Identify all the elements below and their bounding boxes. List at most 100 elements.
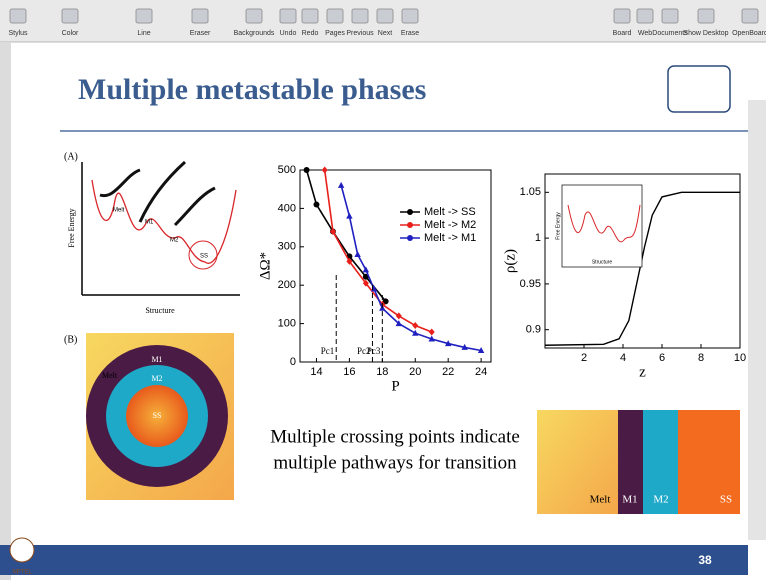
y-tick-label: 300 xyxy=(278,241,296,253)
page: {"toolbar": {"left": ["Stylus", "Color",… xyxy=(0,0,766,580)
button-icon xyxy=(302,9,318,23)
button-icon xyxy=(62,9,78,23)
toolbar-button[interactable]: Next xyxy=(377,9,393,37)
nptel-logo xyxy=(10,538,34,562)
button-label: Color xyxy=(62,30,79,37)
toolbar-button[interactable]: Redo xyxy=(302,9,319,37)
button-icon xyxy=(402,9,418,23)
crossing-label: Pc1 xyxy=(321,346,335,356)
y-tick-label: 0 xyxy=(290,356,296,368)
button-label: Show Desktop xyxy=(683,30,728,37)
marker xyxy=(396,312,402,319)
marker xyxy=(313,202,319,208)
phase-label: Melt xyxy=(590,494,611,506)
button-label: Next xyxy=(378,30,392,37)
y-tick-label: 0.9 xyxy=(526,324,541,336)
caption: multiple pathways for transition xyxy=(273,452,517,473)
slide-title: Multiple metastable phases xyxy=(78,73,426,106)
phase-label: M2 xyxy=(653,494,668,506)
phase-label: M2 xyxy=(151,374,162,383)
button-icon xyxy=(192,9,208,23)
legend-label: Melt -> M2 xyxy=(424,219,476,231)
phase-bar: Melt M1 M2 SS xyxy=(537,410,740,514)
toolbar-button[interactable]: Undo xyxy=(280,9,297,37)
button-label: Previous xyxy=(346,30,374,37)
toolbar-button[interactable]: Board xyxy=(613,9,632,37)
button-icon xyxy=(662,9,678,23)
marker xyxy=(322,167,328,174)
minimum-label: M1 xyxy=(145,220,154,226)
phase-label: M1 xyxy=(622,494,637,506)
minimum-label: SS xyxy=(200,254,208,260)
toolbar-button[interactable]: Stylus xyxy=(8,9,28,37)
button-label: Eraser xyxy=(190,30,211,37)
legend-label: Melt -> M1 xyxy=(424,232,476,244)
x-tick-label: 10 xyxy=(734,352,746,364)
figure-b-label: (B) xyxy=(64,334,77,345)
phase-label: SS xyxy=(153,411,162,420)
toolbar-button[interactable]: Web xyxy=(637,9,653,37)
x-tick-label: 14 xyxy=(310,366,322,378)
toolbar-button[interactable]: Pages xyxy=(325,9,345,37)
button-label: Undo xyxy=(280,30,297,37)
x-tick-label: 22 xyxy=(442,366,454,378)
left-strip xyxy=(0,43,11,580)
x-tick-label: 20 xyxy=(409,366,421,378)
button-icon xyxy=(614,9,630,23)
button-icon xyxy=(10,9,26,23)
x-tick-label: 6 xyxy=(659,352,665,364)
y-axis-label: ρ(z) xyxy=(502,249,518,273)
y-tick-label: 200 xyxy=(278,279,296,291)
marker xyxy=(412,322,418,329)
inset-x-label: Structure xyxy=(592,259,613,265)
button-icon xyxy=(246,9,262,23)
button-icon xyxy=(136,9,152,23)
x-tick-label: 16 xyxy=(343,366,355,378)
toolbar-button[interactable]: Line xyxy=(136,9,152,37)
legend-marker xyxy=(407,222,413,228)
figure-b: (B) Melt M1 M2 SS xyxy=(64,333,234,500)
figure-a: (A) Free Energy Structure Melt M1 M2 SS xyxy=(64,151,240,315)
x-axis-label: z xyxy=(639,364,646,380)
marker xyxy=(346,213,352,219)
y-tick-label: 100 xyxy=(278,318,296,330)
button-icon xyxy=(280,9,296,23)
button-label: Erase xyxy=(401,30,419,37)
y-axis-label: ΔΩ* xyxy=(257,252,273,280)
caption: Multiple crossing points indicate xyxy=(270,426,520,447)
button-label: Line xyxy=(137,30,150,37)
marker xyxy=(338,182,344,188)
y-tick-label: 500 xyxy=(278,164,296,176)
legend-marker xyxy=(407,209,413,215)
toolbar-button[interactable]: Eraser xyxy=(190,9,211,37)
toolbar-button[interactable]: Erase xyxy=(401,9,419,37)
button-icon xyxy=(637,9,653,23)
x-axis-label: P xyxy=(391,378,399,394)
y-tick-label: 1.05 xyxy=(520,186,541,198)
inset-frame xyxy=(562,185,642,267)
x-tick-label: 2 xyxy=(581,352,587,364)
x-tick-label: 4 xyxy=(620,352,626,364)
phase-label: M1 xyxy=(151,355,162,364)
legend-label: Melt -> SS xyxy=(424,206,476,218)
toolbar-button[interactable]: Color xyxy=(62,9,79,37)
y-tick-label: 400 xyxy=(278,202,296,214)
series-line xyxy=(307,170,386,301)
x-tick-label: 18 xyxy=(376,366,388,378)
button-label: Board xyxy=(613,30,632,37)
phase-label: Melt xyxy=(102,371,118,380)
axis-label: Free Energy xyxy=(67,208,76,247)
crossing-label: Pc3 xyxy=(367,346,381,356)
series-line xyxy=(325,170,432,332)
figure-a-label: (A) xyxy=(64,151,78,162)
phase-label: SS xyxy=(720,494,732,506)
footer-bar xyxy=(0,545,748,575)
button-label: OpenBoard xyxy=(732,30,766,37)
legend-marker xyxy=(407,235,413,241)
button-label: Web xyxy=(638,30,652,37)
button-icon xyxy=(742,9,758,23)
axis-label: Structure xyxy=(145,306,175,315)
button-label: Pages xyxy=(325,30,345,37)
